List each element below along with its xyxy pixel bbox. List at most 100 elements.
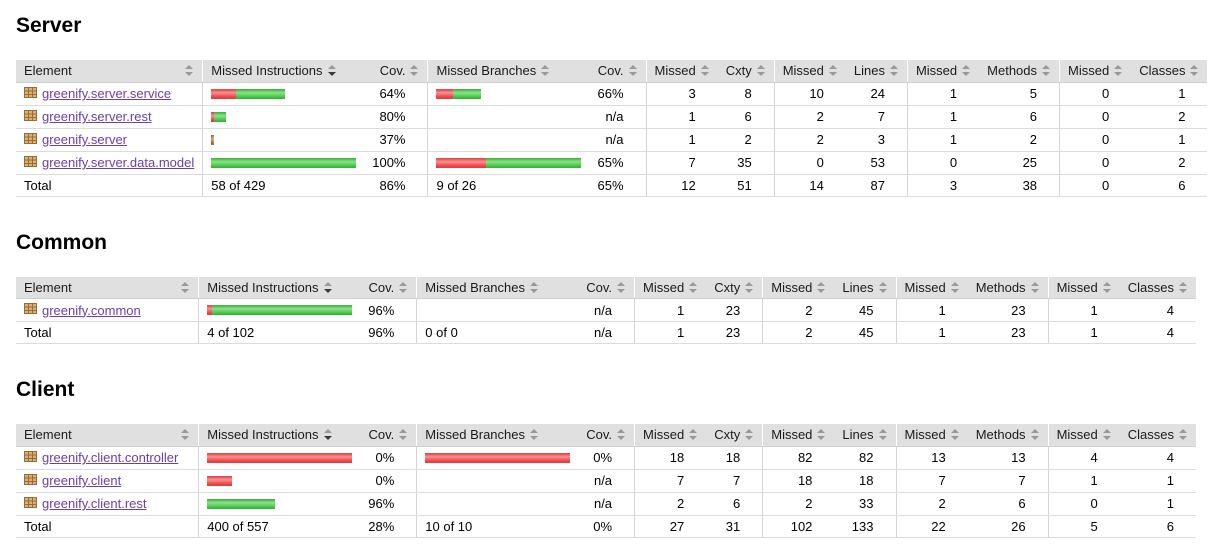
column-header-cxty-6[interactable]: Cxty xyxy=(714,427,754,442)
column-header-cxty-6[interactable]: Cxty xyxy=(714,280,754,295)
column-header-classes-12[interactable]: Classes xyxy=(1139,63,1199,78)
column-header-cov-4[interactable]: Cov. xyxy=(586,427,626,442)
package-link[interactable]: greenify.client xyxy=(42,473,122,488)
counter-cell-missed_classes: 1 xyxy=(1047,298,1120,322)
coverage-bar xyxy=(425,476,570,486)
sort-icon xyxy=(689,281,698,293)
total-counter-cell-classes: 4 xyxy=(1119,321,1196,344)
package-link[interactable]: greenify.server.rest xyxy=(42,109,152,124)
column-header-cov-2[interactable]: Cov. xyxy=(368,280,408,295)
column-header-label: Classes xyxy=(1127,427,1174,443)
package-link[interactable]: greenify.server.service xyxy=(42,86,172,101)
coverage-bar xyxy=(425,305,570,315)
column-header-lines-8[interactable]: Lines xyxy=(842,427,887,442)
column-header-missed-9[interactable]: Missed xyxy=(905,427,960,442)
column-header-cov-2[interactable]: Cov. xyxy=(372,63,419,78)
column-header-missed-instructions-1[interactable]: Missed Instructions xyxy=(207,280,352,295)
package-link[interactable]: greenify.server xyxy=(42,132,128,147)
counter-cell-cxty: 8 xyxy=(717,82,775,106)
coverage-bar xyxy=(211,157,357,168)
counter-cell-cxty: 2 xyxy=(717,128,775,152)
coverage-bar xyxy=(436,135,581,145)
column-header-label: Lines xyxy=(842,427,874,443)
total-missed-branches-cell: 9 of 26 xyxy=(427,174,590,197)
column-header-classes-12[interactable]: Classes xyxy=(1128,280,1188,295)
sort-icon xyxy=(745,429,754,441)
sort-icon xyxy=(399,281,408,293)
missed-branches-bar-cell xyxy=(427,82,590,106)
package-link[interactable]: greenify.client.rest xyxy=(42,496,147,511)
counter-cell-missed_methods: 7 xyxy=(895,469,968,493)
column-header-cov-4[interactable]: Cov. xyxy=(597,63,637,78)
section-title: Common xyxy=(16,230,107,254)
package-entry: greenify.client xyxy=(24,473,190,489)
coverage-bar xyxy=(207,475,352,486)
total-counter-cell-classes: 6 xyxy=(1131,174,1208,197)
total-counter-cell-methods: 26 xyxy=(967,515,1049,538)
column-header-methods-10[interactable]: Methods xyxy=(976,280,1040,295)
column-header-cxty-6[interactable]: Cxty xyxy=(726,63,766,78)
column-header-missed-11[interactable]: Missed xyxy=(1057,427,1112,442)
total-counter-cell-missed_lines: 102 xyxy=(762,515,835,538)
column-header-missed-11[interactable]: Missed xyxy=(1057,280,1112,295)
counter-cell-methods: 5 xyxy=(979,82,1060,106)
total-missed-branches-cell: 10 of 10 xyxy=(416,515,579,538)
column-header-missed-9[interactable]: Missed xyxy=(905,280,960,295)
column-header-missed-branches-3[interactable]: Missed Branches xyxy=(436,63,581,78)
sort-icon xyxy=(327,65,337,77)
package-link[interactable]: greenify.common xyxy=(42,302,141,318)
column-header-missed-5[interactable]: Missed xyxy=(643,427,698,442)
total-missed-instructions-cell: 58 of 429 xyxy=(202,174,365,197)
sort-icon xyxy=(950,281,960,293)
package-link[interactable]: greenify.server.data.model xyxy=(42,155,195,170)
column-header-missed-instructions-1[interactable]: Missed Instructions xyxy=(207,427,352,442)
sort-icon xyxy=(828,65,838,77)
column-header-cell: Missed Branches xyxy=(416,424,579,447)
column-header-missed-11[interactable]: Missed xyxy=(1068,63,1123,78)
total-counter-cell-lines: 87 xyxy=(845,174,908,197)
coverage-table: Element Missed Instructions Cov. Missed Bra… xyxy=(16,424,1196,538)
column-header-lines-8[interactable]: Lines xyxy=(842,280,887,295)
column-header-element-0[interactable]: Element xyxy=(24,63,194,78)
column-header-missed-branches-3[interactable]: Missed Branches xyxy=(425,280,570,295)
column-header-cov-2[interactable]: Cov. xyxy=(368,427,408,442)
counter-cell-missed_lines: 2 xyxy=(773,105,846,129)
total-branch-coverage-cell: 0% xyxy=(578,515,635,538)
column-header-label: Missed xyxy=(782,63,824,79)
counter-cell-missed_methods: 1 xyxy=(906,82,980,106)
counter-cell-classes: 2 xyxy=(1131,151,1208,175)
element-cell: greenify.client xyxy=(16,469,199,493)
package-link[interactable]: greenify.client.controller xyxy=(42,450,179,465)
sort-icon xyxy=(181,281,190,293)
column-header-lines-8[interactable]: Lines xyxy=(854,63,899,78)
counter-cell-missed_cxty: 3 xyxy=(645,82,718,106)
sort-icon xyxy=(530,429,539,441)
column-header-missed-branches-3[interactable]: Missed Branches xyxy=(425,427,570,442)
column-header-methods-10[interactable]: Methods xyxy=(976,427,1040,442)
counter-cell-cxty: 7 xyxy=(706,469,763,493)
column-header-missed-5[interactable]: Missed xyxy=(643,280,698,295)
total-counter-cell-missed_lines: 14 xyxy=(773,174,846,197)
column-header-element-0[interactable]: Element xyxy=(24,280,190,295)
package-icon xyxy=(24,302,37,318)
column-header-label: Missed xyxy=(904,427,946,443)
sort-icon xyxy=(962,65,971,77)
column-header-classes-12[interactable]: Classes xyxy=(1128,427,1188,442)
coverage-report: Server Element Missed Instructions Cov. Miss… xyxy=(16,14,1208,538)
column-header-methods-10[interactable]: Methods xyxy=(987,63,1051,78)
column-header-cell: Cov. xyxy=(589,60,647,83)
column-header-missed-7[interactable]: Missed xyxy=(771,427,826,442)
missed-instructions-bar-cell xyxy=(202,151,365,175)
column-header-element-0[interactable]: Element xyxy=(24,427,190,442)
column-header-cov-4[interactable]: Cov. xyxy=(586,280,626,295)
table-row: greenify.common 96% n/a 1 23 2 45 1 23 1 4 xyxy=(16,298,1196,322)
column-header-missed-instructions-1[interactable]: Missed Instructions xyxy=(211,63,356,78)
column-header-cell: Cov. xyxy=(578,276,635,299)
column-header-missed-5[interactable]: Missed xyxy=(655,63,710,78)
column-header-missed-9[interactable]: Missed xyxy=(916,63,971,78)
total-row: Total 58 of 429 86% 9 of 26 65% 12 51 14 87 3 38 0 6 xyxy=(16,174,1208,197)
column-header-label: Missed xyxy=(1056,427,1098,443)
column-header-missed-7[interactable]: Missed xyxy=(783,63,838,78)
column-header-missed-7[interactable]: Missed xyxy=(771,280,826,295)
element-cell: greenify.server.rest xyxy=(16,105,203,129)
